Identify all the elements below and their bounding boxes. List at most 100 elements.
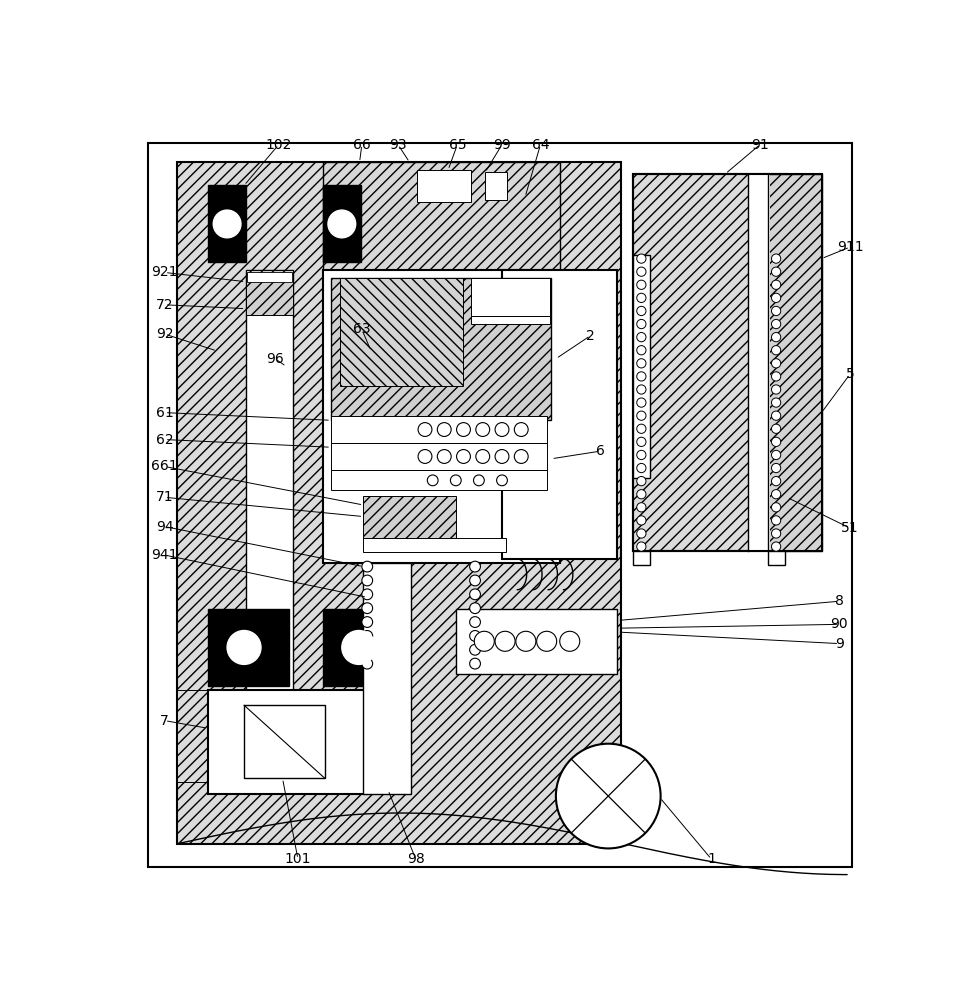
Bar	[322, 609, 396, 686]
Circle shape	[636, 529, 646, 538]
Bar	[767, 551, 784, 565]
Circle shape	[636, 398, 646, 407]
Circle shape	[476, 423, 489, 436]
Text: 94: 94	[155, 520, 173, 534]
Text: 93: 93	[389, 138, 406, 152]
Circle shape	[636, 516, 646, 525]
Circle shape	[417, 423, 432, 436]
Circle shape	[476, 450, 489, 463]
Bar	[363, 496, 455, 538]
Bar	[471, 316, 549, 324]
Circle shape	[636, 437, 646, 446]
Circle shape	[469, 644, 480, 655]
Bar	[245, 270, 293, 315]
Circle shape	[771, 463, 780, 473]
Circle shape	[771, 306, 780, 316]
Circle shape	[636, 463, 646, 473]
Text: 62: 62	[155, 433, 173, 447]
Text: 66: 66	[353, 138, 370, 152]
Circle shape	[361, 617, 372, 627]
Circle shape	[469, 603, 480, 614]
Bar	[322, 162, 559, 270]
Bar	[340, 278, 463, 386]
Circle shape	[771, 280, 780, 289]
Circle shape	[494, 450, 508, 463]
Circle shape	[536, 631, 556, 651]
Bar	[632, 174, 786, 551]
Circle shape	[771, 267, 780, 276]
Bar	[363, 538, 505, 552]
Circle shape	[636, 542, 646, 551]
Circle shape	[514, 423, 528, 436]
Bar	[244, 705, 324, 778]
Circle shape	[494, 631, 515, 651]
Text: 5: 5	[845, 367, 854, 381]
Bar	[247, 272, 291, 282]
Circle shape	[456, 450, 470, 463]
Circle shape	[771, 372, 780, 381]
Circle shape	[361, 561, 372, 572]
Circle shape	[636, 306, 646, 316]
Circle shape	[771, 346, 780, 355]
Bar	[208, 609, 288, 686]
Circle shape	[636, 372, 646, 381]
Text: 64: 64	[531, 138, 549, 152]
Text: 65: 65	[448, 138, 466, 152]
Text: 99: 99	[492, 138, 510, 152]
Circle shape	[456, 423, 470, 436]
Bar	[331, 443, 546, 470]
Text: 71: 71	[155, 490, 173, 504]
Text: 92: 92	[155, 327, 173, 341]
Circle shape	[636, 385, 646, 394]
Circle shape	[327, 210, 356, 238]
Circle shape	[771, 385, 780, 394]
Circle shape	[771, 542, 780, 551]
Circle shape	[771, 359, 780, 368]
Bar	[455, 609, 616, 674]
Circle shape	[636, 267, 646, 276]
Bar	[767, 174, 821, 551]
Text: 6: 6	[596, 444, 605, 458]
Circle shape	[636, 254, 646, 263]
Bar	[747, 174, 769, 551]
Bar	[632, 551, 649, 565]
Circle shape	[514, 450, 528, 463]
Circle shape	[473, 475, 484, 486]
Text: 921: 921	[151, 265, 178, 279]
Circle shape	[636, 424, 646, 433]
Circle shape	[636, 280, 646, 289]
Circle shape	[771, 293, 780, 302]
Circle shape	[555, 744, 659, 848]
Bar	[245, 270, 293, 790]
Circle shape	[361, 589, 372, 600]
Bar	[208, 185, 246, 262]
Circle shape	[771, 450, 780, 460]
Circle shape	[469, 575, 480, 586]
Text: 8: 8	[834, 594, 843, 608]
Bar	[331, 470, 546, 490]
Circle shape	[494, 423, 508, 436]
Circle shape	[636, 333, 646, 342]
Circle shape	[469, 631, 480, 641]
Circle shape	[361, 631, 372, 641]
Circle shape	[469, 561, 480, 572]
Bar	[632, 255, 649, 478]
Circle shape	[469, 617, 480, 627]
Bar	[331, 278, 551, 420]
Circle shape	[636, 450, 646, 460]
Bar	[363, 563, 410, 794]
Text: 101: 101	[284, 852, 311, 866]
Text: 51: 51	[840, 521, 858, 535]
Circle shape	[771, 319, 780, 329]
Circle shape	[474, 631, 493, 651]
Circle shape	[515, 631, 535, 651]
Text: 63: 63	[353, 322, 370, 336]
Circle shape	[450, 475, 461, 486]
Bar	[331, 416, 546, 443]
Circle shape	[771, 333, 780, 342]
Text: 72: 72	[155, 298, 173, 312]
Text: 102: 102	[265, 138, 291, 152]
Circle shape	[342, 631, 375, 664]
Circle shape	[559, 631, 579, 651]
Circle shape	[636, 359, 646, 368]
